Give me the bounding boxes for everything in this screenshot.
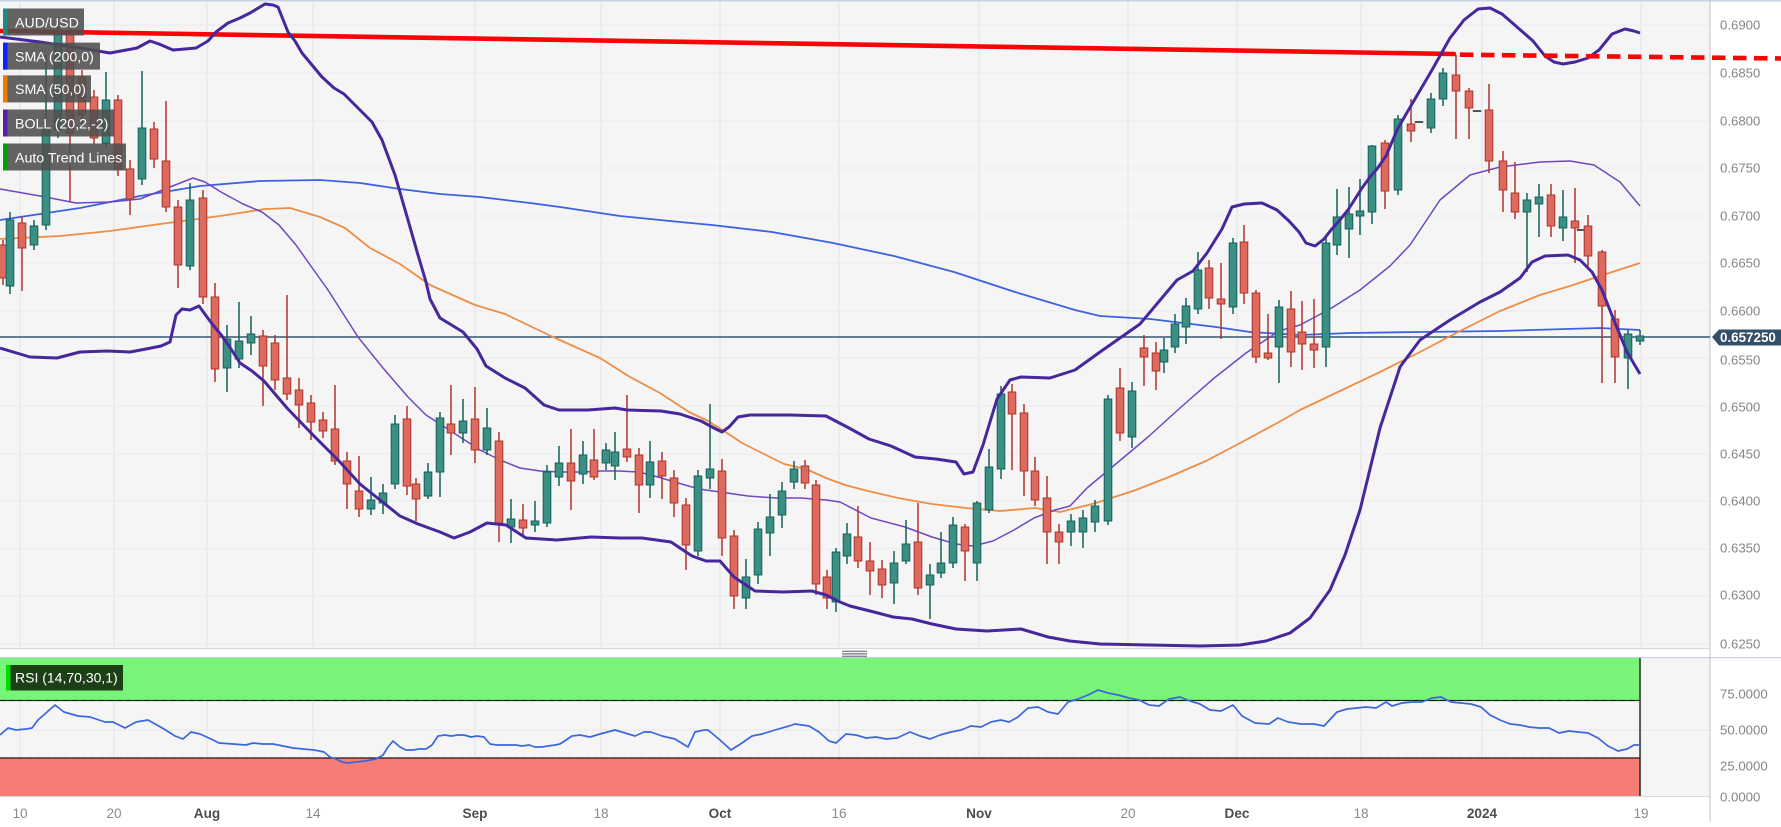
svg-text:BOLL (20,2,-2): BOLL (20,2,-2): [15, 116, 108, 132]
svg-text:Oct: Oct: [709, 806, 732, 821]
svg-text:Auto Trend Lines: Auto Trend Lines: [15, 150, 122, 166]
svg-text:14: 14: [305, 806, 321, 821]
svg-text:0.6800: 0.6800: [1720, 114, 1760, 129]
svg-text:0.657250: 0.657250: [1720, 330, 1776, 345]
svg-text:Nov: Nov: [966, 806, 992, 821]
svg-text:Dec: Dec: [1225, 806, 1250, 821]
svg-text:0.0000: 0.0000: [1720, 790, 1760, 805]
svg-text:0.6550: 0.6550: [1720, 353, 1760, 368]
svg-text:0.6250: 0.6250: [1720, 637, 1760, 652]
svg-text:19: 19: [1633, 806, 1648, 821]
svg-text:75.0000: 75.0000: [1720, 687, 1768, 702]
svg-text:0.6700: 0.6700: [1720, 209, 1760, 224]
svg-text:0.6900: 0.6900: [1720, 18, 1760, 33]
svg-text:AUD/USD: AUD/USD: [15, 15, 79, 31]
svg-text:RSI (14,70,30,1): RSI (14,70,30,1): [15, 670, 118, 686]
svg-text:0.6750: 0.6750: [1720, 161, 1760, 176]
svg-text:0.6400: 0.6400: [1720, 494, 1760, 509]
svg-text:Aug: Aug: [194, 806, 220, 821]
svg-text:20: 20: [1120, 806, 1136, 821]
svg-text:18: 18: [593, 806, 608, 821]
svg-text:0.6850: 0.6850: [1720, 66, 1760, 81]
svg-text:0.6350: 0.6350: [1720, 541, 1760, 556]
svg-text:16: 16: [831, 806, 846, 821]
svg-text:SMA (50,0): SMA (50,0): [15, 82, 86, 98]
svg-text:2024: 2024: [1467, 806, 1498, 821]
svg-text:18: 18: [1353, 806, 1368, 821]
svg-text:50.0000: 50.0000: [1720, 723, 1768, 738]
svg-text:SMA (200,0): SMA (200,0): [15, 49, 94, 65]
svg-text:20: 20: [106, 806, 122, 821]
svg-text:0.6600: 0.6600: [1720, 304, 1760, 319]
svg-text:0.6500: 0.6500: [1720, 400, 1760, 415]
svg-text:0.6650: 0.6650: [1720, 256, 1760, 271]
svg-text:0.6450: 0.6450: [1720, 447, 1760, 462]
svg-text:0.6300: 0.6300: [1720, 588, 1760, 603]
svg-text:Sep: Sep: [463, 806, 488, 821]
svg-text:25.0000: 25.0000: [1720, 759, 1768, 774]
svg-text:10: 10: [12, 806, 28, 821]
